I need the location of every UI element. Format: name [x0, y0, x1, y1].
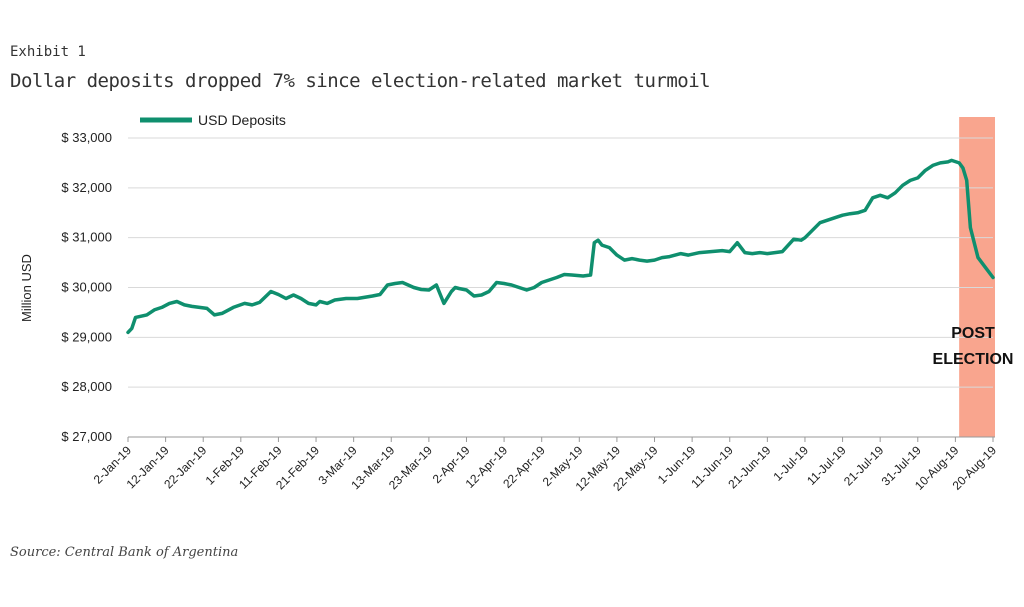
legend-label: USD Deposits	[198, 112, 286, 128]
y-tick-label: $ 32,000	[61, 180, 112, 195]
y-tick-label: $ 29,000	[61, 329, 112, 344]
source-note: Source: Central Bank of Argentina	[10, 545, 239, 560]
chart-title: Dollar deposits dropped 7% since electio…	[10, 70, 711, 92]
exhibit-label: Exhibit 1	[10, 44, 86, 60]
x-tick-label: 22-Apr-19	[500, 443, 548, 491]
y-tick-label: $ 27,000	[61, 429, 112, 444]
annotation-line-2: ELECTION	[933, 351, 1014, 368]
y-axis-label: Million USD	[19, 254, 34, 322]
y-tick-label: $ 30,000	[61, 280, 112, 295]
y-tick-label: $ 28,000	[61, 379, 112, 394]
post-election-highlight	[959, 117, 995, 437]
usd-deposits-line	[126, 158, 995, 335]
y-tick-label: $ 33,000	[61, 130, 112, 145]
y-tick-label: $ 31,000	[61, 230, 112, 245]
annotation-line-1: POST	[951, 325, 995, 342]
x-tick-label: 21-Jul-19	[841, 443, 887, 489]
